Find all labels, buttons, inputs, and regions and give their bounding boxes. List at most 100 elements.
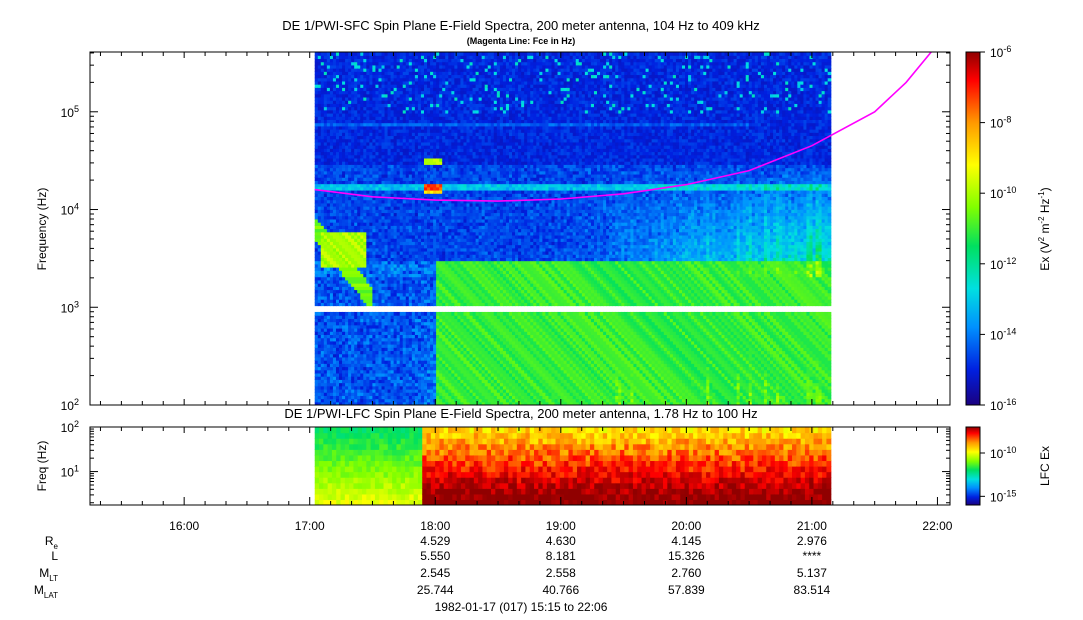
top-spectrogram-cell <box>345 331 349 335</box>
top-spectrogram-cell <box>363 161 367 165</box>
top-spectrogram-cell <box>372 395 377 400</box>
top-spectrogram-cell <box>329 376 334 380</box>
top-spectrogram-cell <box>317 209 322 214</box>
top-spectrogram-cell <box>381 109 386 114</box>
top-spectrogram-cell <box>326 327 331 332</box>
top-spectrogram-cell <box>378 116 383 120</box>
top-spectrogram-cell <box>326 395 331 400</box>
top-spectrogram-cell <box>387 382 392 387</box>
top-spectrogram-cell <box>378 167 383 172</box>
top-spectrogram-cell <box>348 61 352 66</box>
top-spectrogram-cell <box>335 311 340 316</box>
top-spectrogram-cell <box>317 254 322 258</box>
top-spectrogram-cell <box>381 379 386 384</box>
top-spectrogram-cell <box>354 350 358 355</box>
top-spectrogram-cell <box>320 267 325 271</box>
top-spectrogram-cell <box>348 395 352 400</box>
top-spectrogram-cell <box>314 244 319 249</box>
top-spectrogram-cell <box>335 263 340 268</box>
top-spectrogram-cell <box>314 138 319 143</box>
top-spectrogram-cell <box>363 334 367 339</box>
top-spectrogram-cell <box>348 283 352 287</box>
top-spectrogram-cell <box>387 61 392 66</box>
top-spectrogram-cell <box>369 135 374 140</box>
top-spectrogram-cell <box>360 392 364 396</box>
top-spectrogram-cell <box>363 148 367 153</box>
top-spectrogram-cell <box>320 77 325 82</box>
top-spectrogram-cell <box>363 157 367 162</box>
top-spectrogram-cell <box>354 299 358 303</box>
top-spectrogram-cell <box>348 154 352 159</box>
top-spectrogram-cell <box>335 295 340 300</box>
top-spectrogram-cell <box>366 122 370 127</box>
top-spectrogram-cell <box>369 244 374 249</box>
top-spectrogram-cell <box>348 350 352 355</box>
top-spectrogram-cell <box>351 125 355 130</box>
top-spectrogram-cell <box>335 228 340 233</box>
top-spectrogram-cell <box>335 164 340 169</box>
top-spectrogram-cell <box>342 353 346 358</box>
top-spectrogram-cell <box>384 353 389 358</box>
top-spectrogram-cell <box>317 148 322 153</box>
top-spectrogram-cell <box>351 119 355 124</box>
top-spectrogram-cell <box>339 382 343 387</box>
top-spectrogram-cell <box>320 129 325 133</box>
top-spectrogram-cell <box>381 125 386 130</box>
top-spectrogram-cell <box>354 382 358 387</box>
top-spectrogram-cell <box>314 145 319 149</box>
top-spectrogram-cell <box>378 222 383 226</box>
top-spectrogram-cell <box>387 337 392 342</box>
top-spectrogram-cell <box>363 119 367 124</box>
top-spectrogram-cell <box>329 388 334 393</box>
top-spectrogram-cell <box>357 116 361 120</box>
top-spectrogram-cell <box>378 379 383 384</box>
top-spectrogram-cell <box>354 327 358 332</box>
top-spectrogram-cell <box>339 331 343 335</box>
top-spectrogram-cell <box>320 61 325 66</box>
top-spectrogram-cell <box>387 71 392 76</box>
top-spectrogram-cell <box>366 196 370 201</box>
top-spectrogram-cell <box>369 119 374 124</box>
top-spectrogram-cell <box>384 395 389 400</box>
top-spectrogram-cell <box>381 206 386 210</box>
top-spectrogram-cell <box>323 84 328 88</box>
top-spectrogram-cell <box>335 327 340 332</box>
top-spectrogram-cell <box>363 318 367 323</box>
top-spectrogram-cell <box>381 145 386 149</box>
top-spectrogram-cell <box>335 122 340 127</box>
top-spectrogram-cell <box>326 331 331 335</box>
top-spectrogram-cell <box>369 151 374 156</box>
top-spectrogram-cell <box>369 84 374 88</box>
top-spectrogram-cell <box>366 170 370 175</box>
top-spectrogram-cell <box>335 154 340 159</box>
top-spectrogram-cell <box>363 145 367 149</box>
top-spectrogram-cell <box>360 401 364 405</box>
top-spectrogram-cell <box>314 382 319 387</box>
top-spectrogram-cell <box>320 112 325 117</box>
top-spectrogram-cell <box>339 241 343 246</box>
top-spectrogram-cell <box>360 369 364 374</box>
top-spectrogram-cell <box>335 382 340 387</box>
top-spectrogram-cell <box>335 286 340 291</box>
top-spectrogram-cell <box>381 116 386 120</box>
top-spectrogram-cell <box>323 145 328 149</box>
top-spectrogram-cell <box>375 132 380 137</box>
top-spectrogram-cell <box>329 292 334 297</box>
top-spectrogram-cell <box>335 52 340 56</box>
top-spectrogram-cell <box>384 299 389 303</box>
top-spectrogram-cell <box>345 324 349 329</box>
top-spectrogram-cell <box>335 125 340 130</box>
top-spectrogram-cell <box>375 324 380 329</box>
top-spectrogram-cell <box>369 206 374 210</box>
top-spectrogram-cell <box>375 363 380 368</box>
top-spectrogram-cell <box>320 363 325 368</box>
top-spectrogram-cell <box>384 228 389 233</box>
top-spectrogram-cell <box>375 164 380 169</box>
top-spectrogram-cell <box>366 173 370 178</box>
top-spectrogram-cell <box>317 154 322 159</box>
top-spectrogram-cell <box>357 129 361 133</box>
top-spectrogram-cell <box>335 145 340 149</box>
top-spectrogram-cell <box>332 388 337 393</box>
top-spectrogram-cell <box>351 129 355 133</box>
top-spectrogram-cell <box>384 68 389 72</box>
